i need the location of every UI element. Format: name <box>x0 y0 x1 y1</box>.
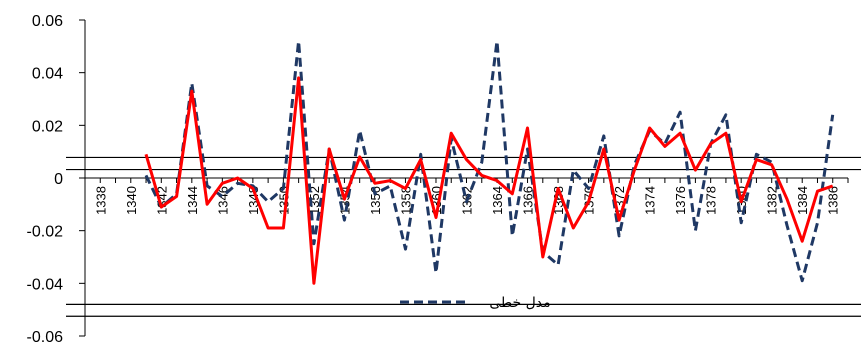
y-axis: 0.06 0.04 0.02 0 -0.02 -0.04 -0.06 <box>27 13 85 343</box>
y-tick-label: -0.04 <box>27 276 64 293</box>
x-tick-label: 1348 <box>246 186 261 215</box>
legend: مدل خطی <box>400 295 551 311</box>
x-tick-label: 1386 <box>826 186 841 215</box>
x-tick-label: 1338 <box>93 186 108 215</box>
y-tick-label: 0 <box>54 171 63 188</box>
x-tick-label: 1340 <box>124 186 139 215</box>
x-tick-label: 1382 <box>765 186 780 215</box>
y-tick-label: -0.06 <box>27 329 64 343</box>
x-tick-label: 1374 <box>643 186 658 215</box>
x-tick-label: 1366 <box>521 186 536 215</box>
y-tick-label: 0.02 <box>32 118 63 135</box>
x-tick-label: 1352 <box>307 186 322 215</box>
y-tick-label: 0.04 <box>32 66 63 83</box>
x-tick-label: 1358 <box>398 186 413 215</box>
reference-lines <box>66 156 861 317</box>
x-tick-label: 1384 <box>795 186 810 215</box>
series-layer <box>144 39 835 285</box>
x-tick-label: 1356 <box>368 186 383 215</box>
x-tick-label: 1364 <box>490 186 505 215</box>
x-tick-label: 1376 <box>673 186 688 215</box>
x-tick-label: 1378 <box>704 186 719 215</box>
legend-label: مدل خطی <box>489 295 550 311</box>
x-tick-label: 1344 <box>185 186 200 215</box>
series-line-actual <box>144 76 834 285</box>
y-tick-label: -0.02 <box>27 224 64 241</box>
y-tick-label: 0.06 <box>32 13 63 30</box>
series-line-linear-model <box>144 39 835 283</box>
